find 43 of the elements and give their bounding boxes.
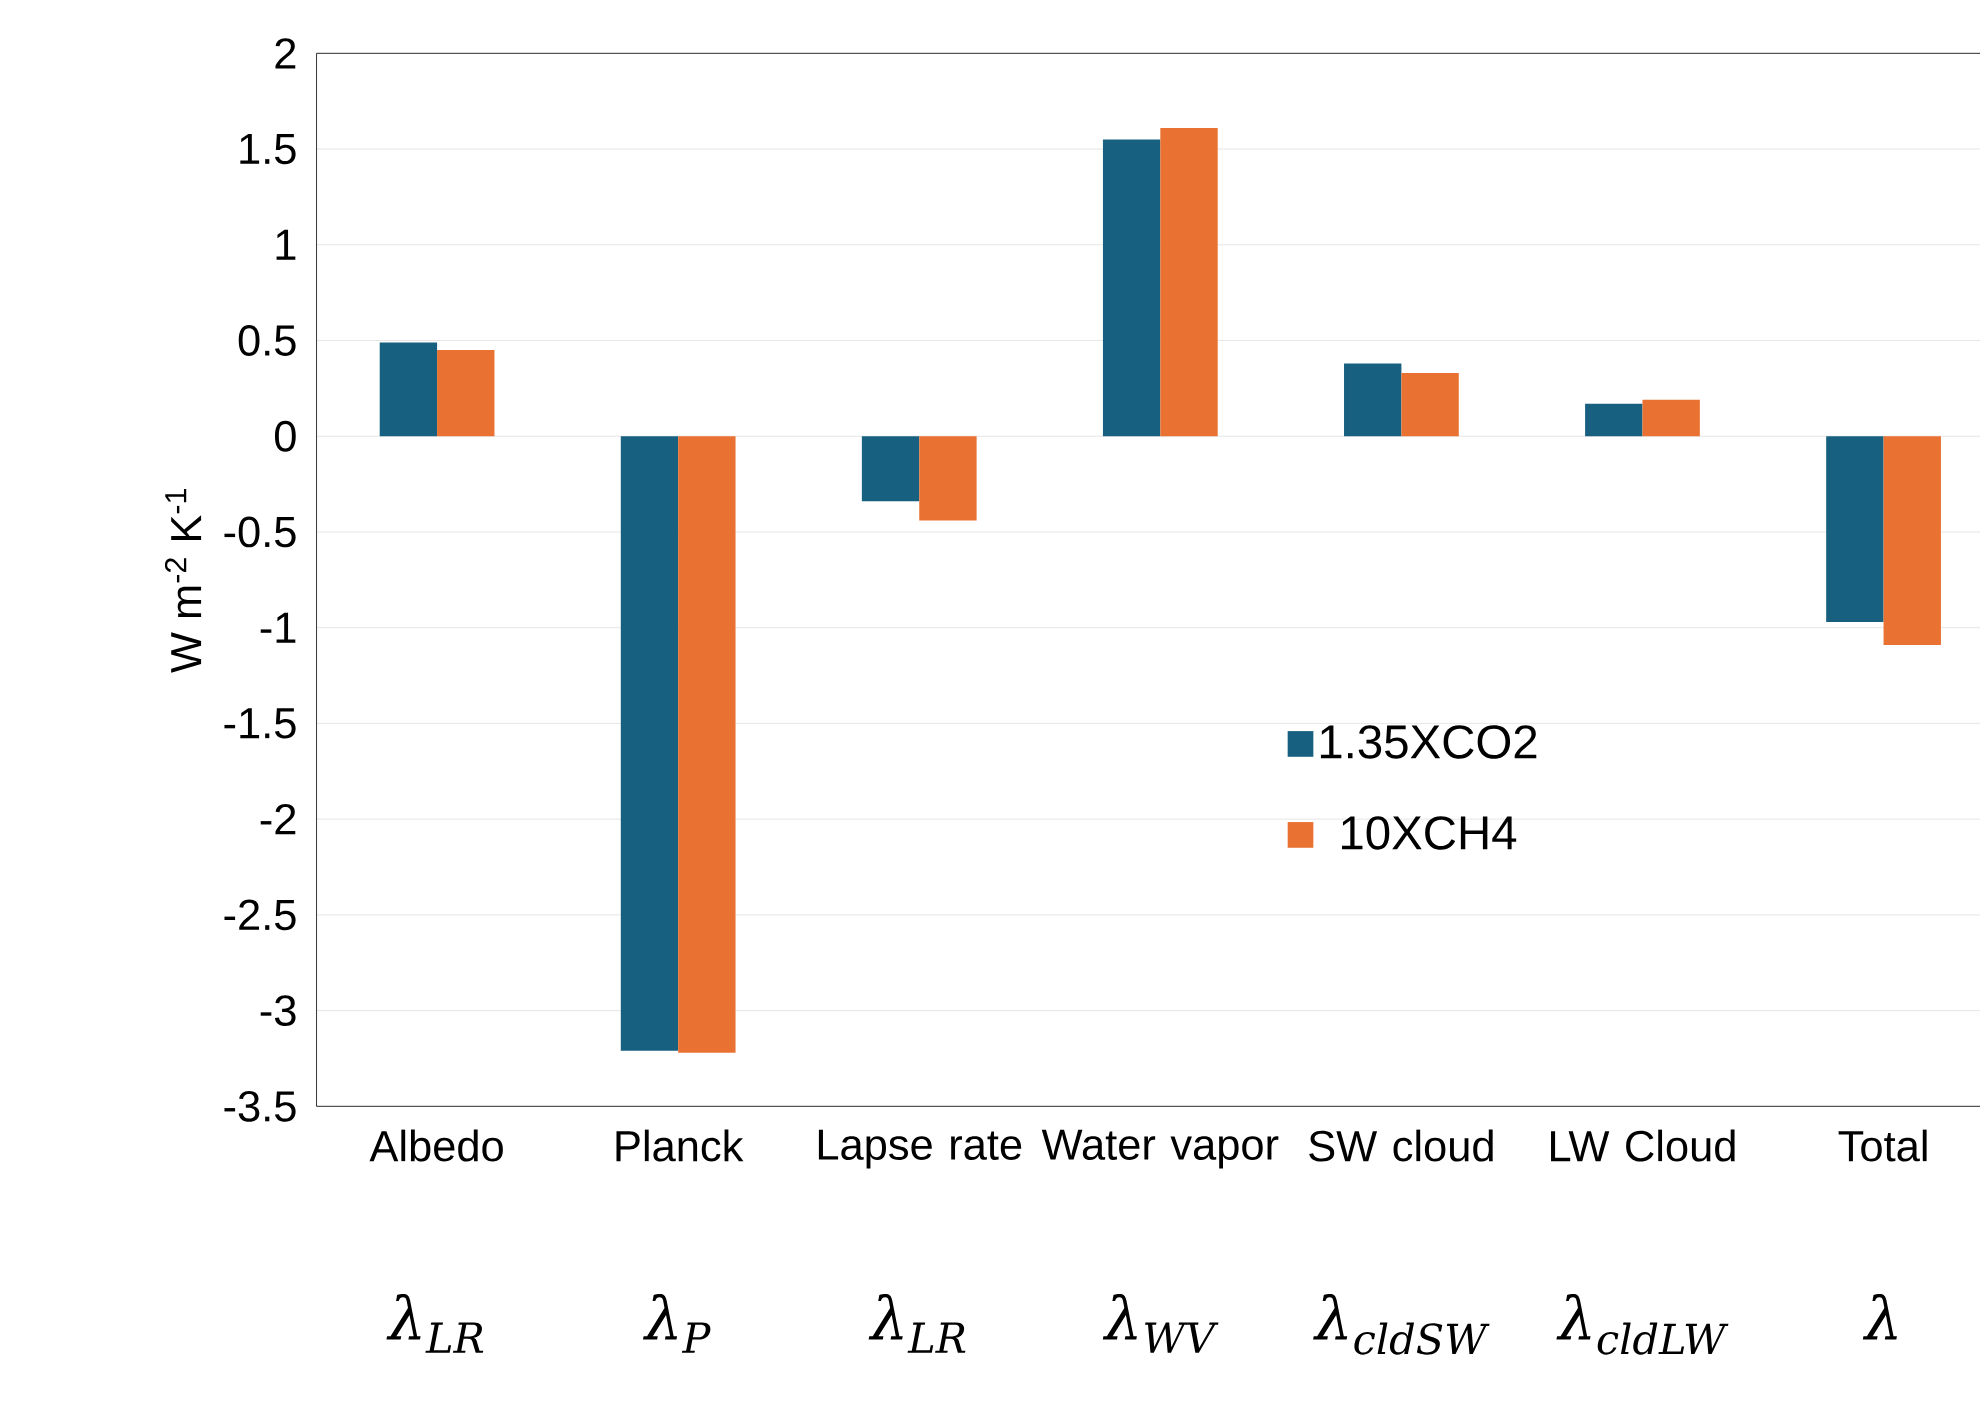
y-tick-label: 0.5: [238, 325, 296, 357]
y-tick-label: -3.5: [224, 1091, 296, 1122]
x-tick-label: Planck: [616, 1129, 744, 1162]
text: λ$_{LR}$: [868, 1294, 966, 1353]
x-tick-label: Lapse rate: [818, 1129, 1022, 1169]
x-tick-label: Total: [1838, 1129, 1927, 1162]
y-tick-label: -0.5: [224, 516, 296, 548]
y-tick-label: 0: [274, 421, 296, 452]
bar: [1642, 400, 1700, 437]
bar: [1160, 128, 1218, 437]
bar: [1826, 436, 1884, 623]
x-tick-label: Albedo: [369, 1129, 503, 1162]
text: λ$_{LR}$: [386, 1294, 484, 1353]
text: λ$_{WV}$: [1102, 1294, 1219, 1353]
x-tick-label: LW Cloud: [1551, 1129, 1735, 1162]
text: λ: [1862, 1294, 1897, 1340]
bar: [678, 436, 736, 1053]
y-axis-title: W m$^{-2}$ K$^{-1}$: [164, 489, 202, 674]
y-tick-label: -2: [260, 804, 296, 835]
y-tick-label: 2: [275, 38, 296, 69]
text: λ$_{cldSW}$: [1313, 1294, 1490, 1355]
bar: [379, 342, 438, 437]
y-tick-label: 1.5: [240, 134, 296, 165]
bar: [861, 436, 920, 502]
bar: [437, 350, 495, 437]
y-tick-label: 1: [276, 230, 296, 260]
bar: [1401, 373, 1459, 437]
text: λ$_{cldLW}$: [1556, 1294, 1729, 1355]
x-tick-label: SW cloud: [1309, 1129, 1493, 1162]
bar: [1102, 139, 1161, 437]
legend-label: 1.35XCO2: [1320, 725, 1537, 759]
bar: [620, 436, 679, 1051]
text: λ$_{P}$: [642, 1294, 711, 1353]
y-tick-label: -3: [260, 995, 296, 1027]
y-tick-label: -1.5: [224, 708, 296, 739]
bar: [1883, 436, 1941, 646]
y-tick-label: -1: [260, 612, 296, 643]
bar: [919, 436, 977, 521]
bar: [1344, 363, 1402, 437]
legend-label: 10XCH4: [1342, 816, 1517, 850]
bar: [1585, 403, 1643, 437]
x-tick-label: Water vapor: [1041, 1129, 1279, 1169]
y-tick-label: -2.5: [224, 899, 296, 931]
